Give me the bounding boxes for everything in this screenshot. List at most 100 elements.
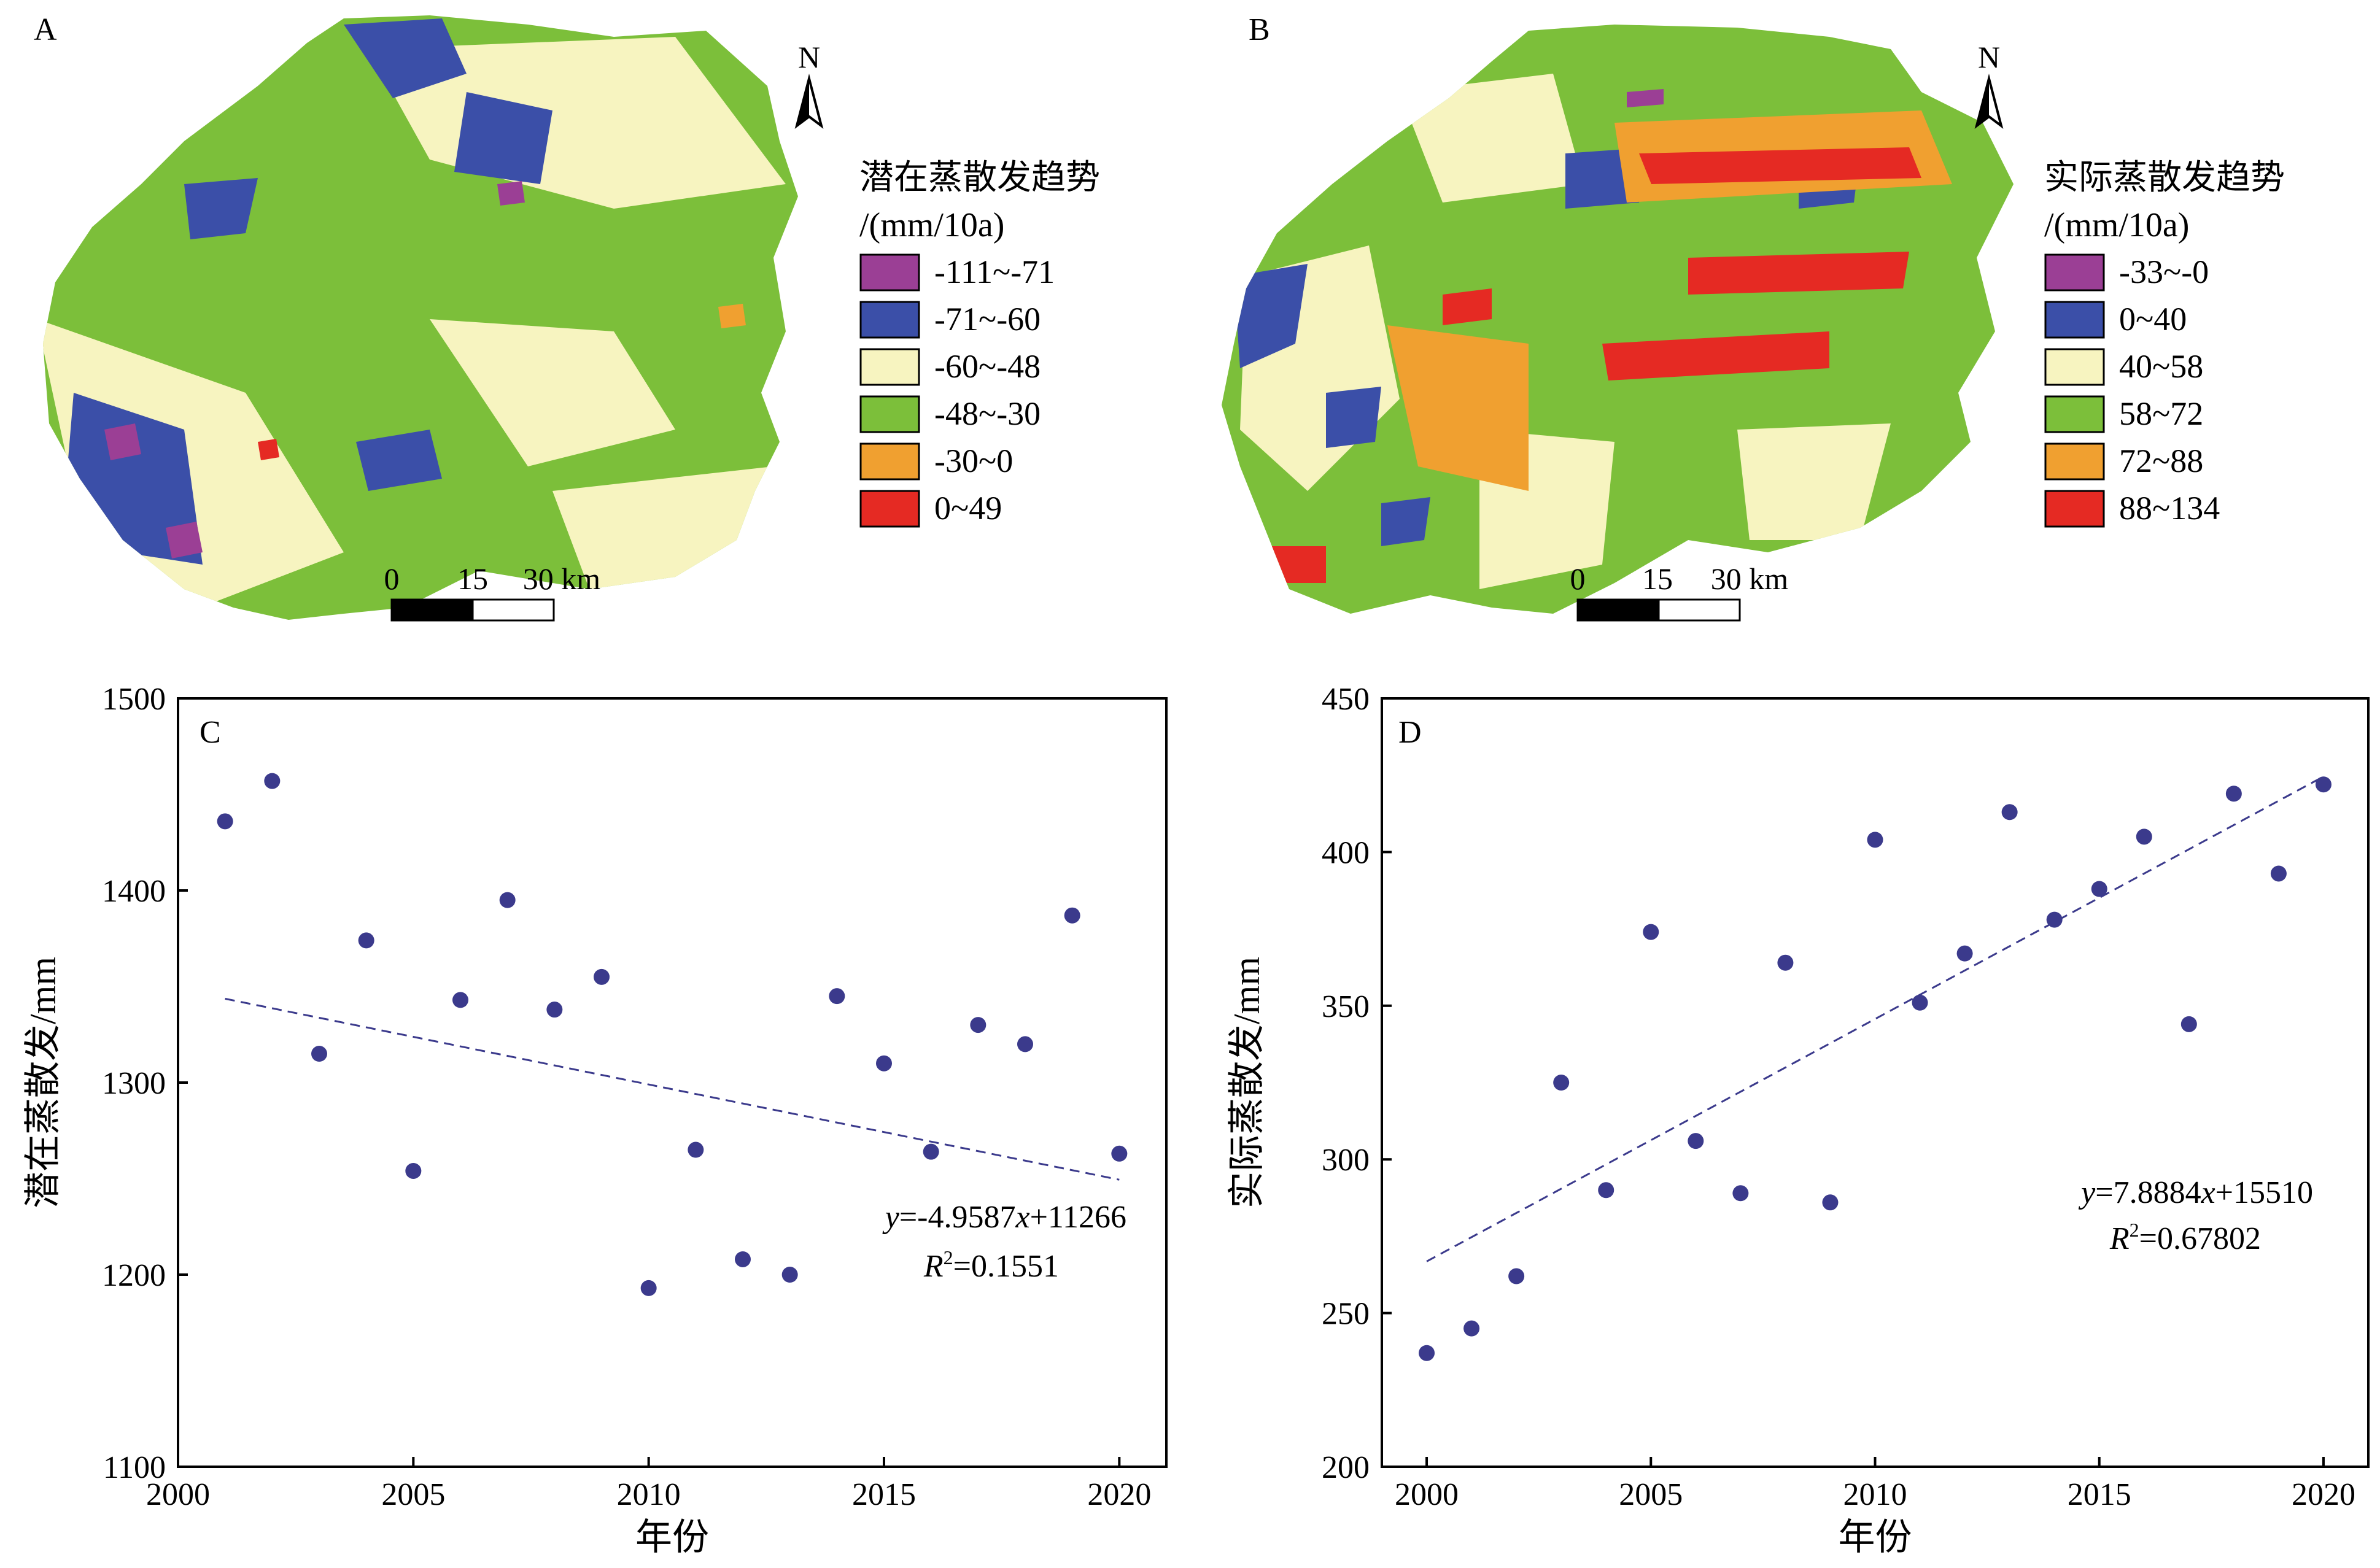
y-tick-label: 350 (1322, 989, 1370, 1024)
trend-map-image (1222, 25, 2014, 614)
north-label: N (798, 40, 820, 74)
data-point (1553, 1075, 1570, 1091)
data-point (311, 1046, 327, 1062)
y-tick-label: 200 (1322, 1450, 1370, 1485)
data-point (1912, 994, 1928, 1011)
equation-intercept: +11266 (1030, 1200, 1126, 1235)
data-point (1867, 832, 1883, 848)
y-tick-label: 1200 (102, 1258, 166, 1293)
y-tick-label: 1300 (102, 1066, 166, 1101)
data-point (546, 1002, 563, 1018)
equation-x: x (1015, 1200, 1030, 1235)
equation-slope: =7.8884 (2095, 1175, 2201, 1210)
legend-label: -111~-71 (934, 253, 1055, 290)
legend-a: 潜在蒸散发趋势 /(mm/10a) -111~-71 -71~-60 -60~-48… (859, 159, 1100, 528)
legend-title-line-1: 实际蒸散发趋势 (2044, 159, 2285, 197)
legend-title-line-1: 潜在蒸散发趋势 (859, 159, 1100, 197)
y-tick-label: 250 (1322, 1297, 1370, 1332)
equation-x: x (2201, 1175, 2215, 1210)
data-point (781, 1267, 798, 1283)
legend-swatch (2044, 442, 2105, 481)
north-arrow: N (1974, 40, 2004, 129)
plot-frame (177, 697, 1168, 1468)
legend-swatch (2044, 301, 2105, 339)
panel-letter: C (200, 715, 221, 750)
data-point (2046, 911, 2063, 928)
scale-label-30: 30 km (523, 562, 601, 596)
panel-letter: A (34, 12, 57, 47)
r-squared: R2=0.1551 (923, 1246, 1059, 1284)
data-point (2315, 776, 2332, 793)
legend-title-line-2: /(mm/10a) (859, 206, 1004, 244)
legend-label: 72~88 (2119, 442, 2203, 479)
regression-equation: y=7.8884x+15510 (2078, 1175, 2313, 1210)
legend-label: 58~72 (2119, 395, 2203, 432)
y-tick-label: 450 (1322, 682, 1370, 717)
panel-a-svg: A N 潜在蒸散发趋势 /(mm/10a) -111~-71-7 (34, 12, 1100, 622)
data-point (923, 1143, 939, 1160)
panel-c: C y=-4.9587x+11266 R2=0.1551 2000 2005 201… (0, 657, 1190, 1565)
trend-line (1426, 776, 2324, 1262)
y-tick-label: 300 (1322, 1143, 1370, 1178)
r-symbol: R (2109, 1221, 2130, 1256)
data-point (1643, 924, 1659, 940)
data-point (2136, 828, 2152, 845)
legend-label: -48~-30 (934, 395, 1041, 432)
y-axis-label: 潜在蒸散发/mm (23, 957, 63, 1208)
y-axis-label: 实际蒸散发/mm (1227, 957, 1267, 1208)
scale-label-15: 15 (457, 562, 488, 596)
r-squared-value: =0.1551 (953, 1249, 1059, 1284)
scale-label-15: 15 (1642, 562, 1673, 596)
data-point (2091, 881, 2107, 897)
legend-swatch (2044, 395, 2105, 433)
y-tick-label: 1400 (102, 874, 166, 909)
equation-y: y (2078, 1175, 2096, 1210)
scale-bar: 0 15 30 km (1570, 562, 1788, 622)
potential-et-chart: C y=-4.9587x+11266 R2=0.1551 2000 2005 201… (23, 682, 1168, 1558)
x-tick-label: 2005 (381, 1477, 445, 1512)
data-point (358, 932, 374, 949)
data-point (1598, 1182, 1614, 1199)
legend-swatch (2044, 348, 2105, 386)
data-point (2180, 1016, 2197, 1032)
legend-swatch (2044, 490, 2105, 528)
data-point (640, 1280, 657, 1296)
data-point (1419, 1345, 1435, 1361)
r-squared-sup: 2 (2130, 1219, 2139, 1241)
panel-b: B N 实际蒸散发趋势 /(mm/ (1185, 0, 2363, 657)
legend-swatch (859, 395, 920, 433)
y-tick-label: 1100 (103, 1450, 166, 1485)
data-point (1017, 1036, 1033, 1052)
legend-title-line-2: /(mm/10a) (2044, 206, 2189, 244)
data-point (876, 1055, 892, 1072)
legend-label: -33~-0 (2119, 253, 2209, 290)
data-point (405, 1162, 422, 1179)
data-point (1777, 954, 1794, 971)
r-squared: R2=0.67802 (2109, 1219, 2261, 1256)
legend-swatch (859, 490, 920, 528)
legend-label: -30~0 (934, 442, 1013, 479)
panel-letter: B (1249, 12, 1270, 47)
panel-letter: D (1398, 715, 1422, 750)
x-tick-label: 2020 (1087, 1477, 1151, 1512)
x-tick-label: 2000 (1395, 1477, 1459, 1512)
x-tick-label: 2015 (852, 1477, 916, 1512)
trend-line (225, 997, 1120, 1181)
y-tick-label: 400 (1322, 835, 1370, 870)
data-point (2270, 865, 2287, 882)
data-point (594, 968, 610, 985)
legend-swatch (859, 442, 920, 481)
data-point (1508, 1268, 1525, 1284)
y-tick-label: 1500 (102, 682, 166, 717)
data-point (1822, 1194, 1839, 1211)
x-tick-label: 2005 (1619, 1477, 1683, 1512)
legend-b: 实际蒸散发趋势 /(mm/10a) -33~-0 0~40 40~58 58~72 72… (2044, 159, 2285, 528)
scale-label-0: 0 (384, 562, 400, 596)
panel-a: A N 潜在蒸散发趋势 /(mm/10a) -111~-71 -7 (0, 0, 1166, 657)
plot-frame (1381, 697, 2370, 1468)
legend-swatch (2044, 253, 2105, 292)
data-point (688, 1141, 704, 1158)
data-point (1463, 1320, 1480, 1337)
legend-swatch (859, 253, 920, 292)
legend-label: -60~-48 (934, 348, 1041, 385)
